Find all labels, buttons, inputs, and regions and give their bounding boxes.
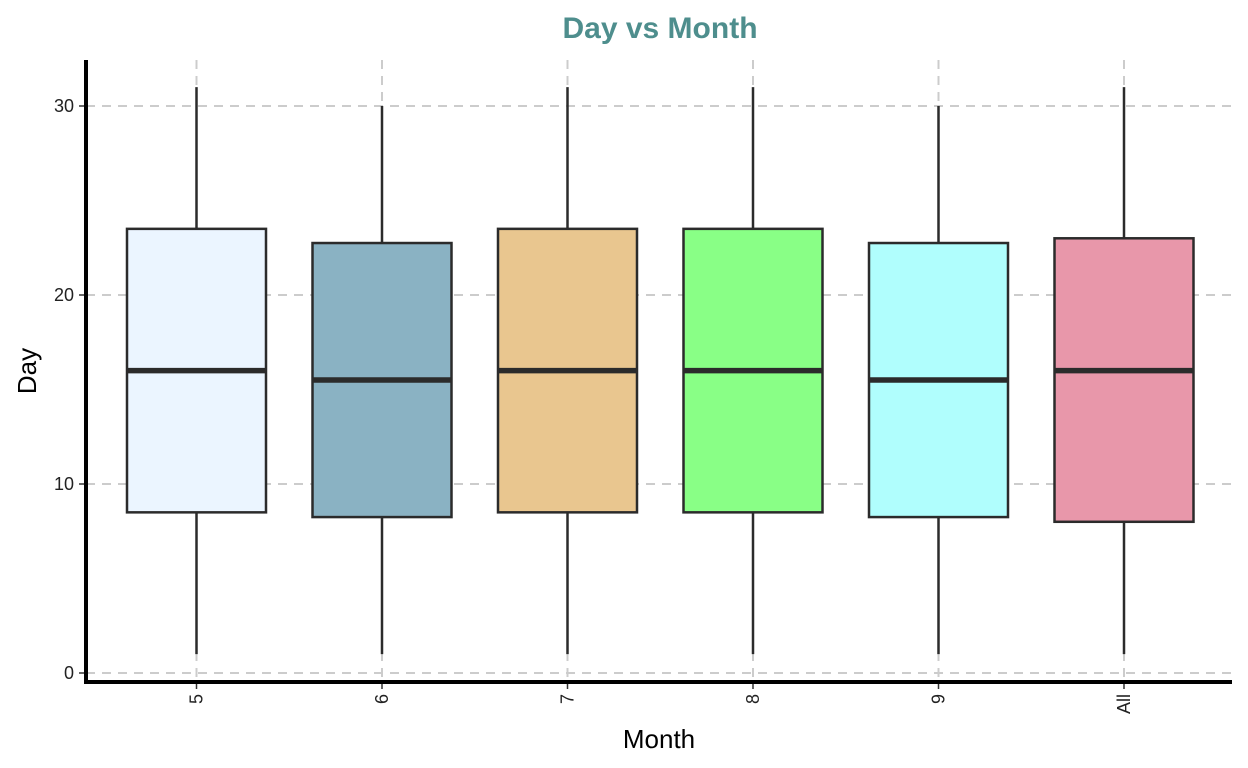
box-body bbox=[1053, 237, 1195, 524]
x-tick-label: 8 bbox=[743, 694, 763, 704]
box-6 bbox=[311, 106, 453, 655]
x-tick-label: 5 bbox=[187, 694, 207, 704]
box-9 bbox=[867, 106, 1010, 655]
box-7 bbox=[496, 87, 639, 655]
y-tick-label: 30 bbox=[54, 96, 74, 116]
x-tick-label: 9 bbox=[929, 694, 949, 704]
box-layer bbox=[125, 87, 1195, 655]
x-tick-label: 7 bbox=[558, 694, 578, 704]
axes: 0 10 20 30 5 6 7 8 9 All bbox=[54, 60, 1232, 714]
y-tick-label: 20 bbox=[54, 285, 74, 305]
x-tick-label: 6 bbox=[372, 694, 392, 704]
y-tick-label: 0 bbox=[64, 663, 74, 683]
chart-title: Day vs Month bbox=[562, 12, 757, 45]
y-axis-title: Day bbox=[12, 348, 42, 394]
box-5 bbox=[125, 87, 268, 655]
box-8 bbox=[682, 87, 824, 655]
box-All bbox=[1053, 87, 1195, 655]
x-tick-label: All bbox=[1114, 694, 1134, 714]
x-axis-title: Month bbox=[623, 724, 695, 754]
y-tick-label: 10 bbox=[54, 474, 74, 494]
